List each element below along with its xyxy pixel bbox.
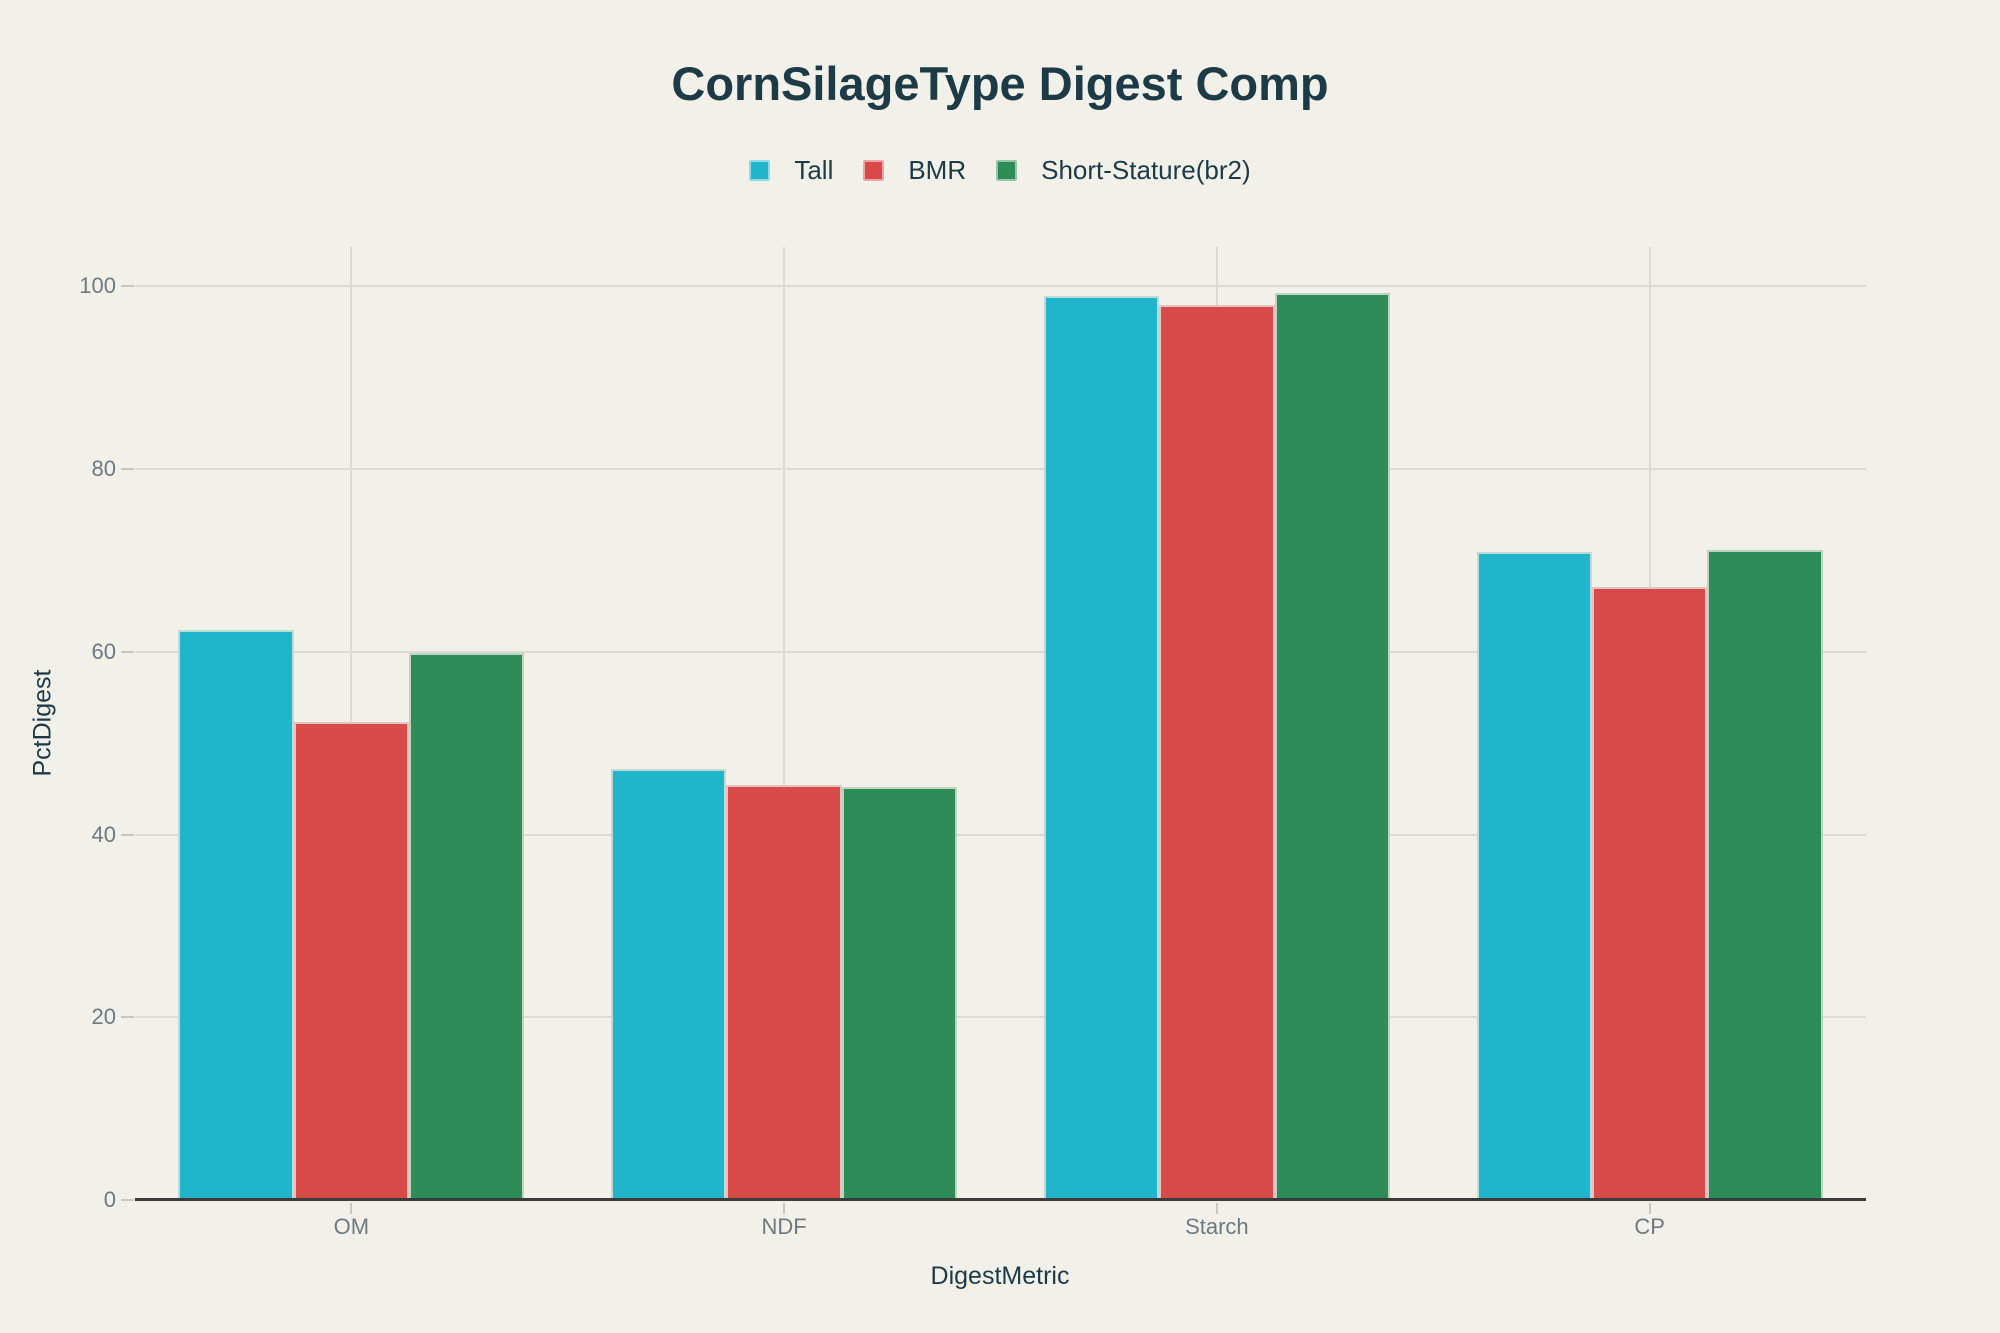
- bar-tall-ndf[interactable]: [611, 768, 727, 1200]
- plot-area: [135, 247, 1866, 1201]
- legend-item-tall[interactable]: Tall: [749, 155, 833, 186]
- gridline-y-20: [135, 1016, 1866, 1019]
- bar-short-stature-br2-cp[interactable]: [1707, 550, 1823, 1200]
- x-tick-label-om: OM: [333, 1214, 370, 1239]
- bar-bmr-starch[interactable]: [1159, 304, 1275, 1200]
- bar-short-stature-br2-om[interactable]: [409, 652, 525, 1200]
- x-tick-mark-om: [350, 1203, 353, 1214]
- y-tick-mark-100: [121, 285, 134, 288]
- bar-tall-om[interactable]: [178, 629, 294, 1200]
- gridline-x-ndf: [783, 247, 786, 1200]
- x-tick-label-starch: Starch: [1185, 1214, 1249, 1239]
- y-tick-mark-80: [121, 468, 134, 471]
- y-tick-label-80: 80: [91, 456, 116, 482]
- legend-swatch-tall: [749, 159, 771, 181]
- x-axis-title: DigestMetric: [930, 1262, 1070, 1290]
- y-tick-label-100: 100: [79, 273, 116, 299]
- bar-tall-starch[interactable]: [1043, 296, 1160, 1200]
- chart-title: CornSilageType Digest Comp: [671, 57, 1329, 110]
- bar-bmr-ndf[interactable]: [726, 785, 842, 1200]
- legend-label-bmr: BMR: [908, 154, 967, 185]
- y-tick-label-60: 60: [91, 638, 116, 664]
- bar-short-stature-br2-starch[interactable]: [1274, 292, 1390, 1200]
- x-tick-mark-ndf: [783, 1203, 786, 1214]
- legend-swatch-bmr: [863, 159, 885, 181]
- legend-item-short-stature-br2[interactable]: Short-Stature(br2): [996, 155, 1251, 186]
- gridline-y-60: [135, 650, 1866, 653]
- bar-short-stature-br2-ndf[interactable]: [841, 787, 958, 1200]
- y-tick-mark-20: [121, 1016, 134, 1019]
- bar-bmr-cp[interactable]: [1591, 586, 1708, 1200]
- y-tick-mark-40: [121, 833, 134, 836]
- bar-bmr-om[interactable]: [293, 722, 410, 1200]
- x-tick-mark-starch: [1215, 1203, 1218, 1214]
- x-tick-label-cp: CP: [1634, 1214, 1665, 1239]
- legend-label-short-stature-br2: Short-Stature(br2): [1041, 154, 1251, 185]
- legend: Tall BMR Short-Stature(br2): [0, 145, 2000, 195]
- bar-tall-cp[interactable]: [1476, 552, 1592, 1200]
- y-tick-mark-0: [121, 1199, 134, 1201]
- gridline-y-40: [135, 833, 1866, 836]
- x-axis-line: [135, 1198, 1866, 1201]
- gridline-y-100: [135, 285, 1866, 288]
- x-tick-label-ndf: NDF: [761, 1214, 807, 1239]
- legend-swatch-short-stature-br2: [996, 159, 1018, 181]
- legend-label-tall: Tall: [794, 154, 834, 185]
- gridline-y-80: [135, 468, 1866, 471]
- y-tick-label-20: 20: [91, 1004, 116, 1030]
- y-axis-title: PctDigest: [28, 669, 57, 777]
- y-tick-label-0: 0: [103, 1187, 116, 1212]
- legend-item-bmr[interactable]: BMR: [863, 155, 966, 186]
- y-tick-label-40: 40: [91, 821, 116, 847]
- y-tick-mark-60: [121, 650, 134, 653]
- x-tick-mark-cp: [1648, 1203, 1651, 1214]
